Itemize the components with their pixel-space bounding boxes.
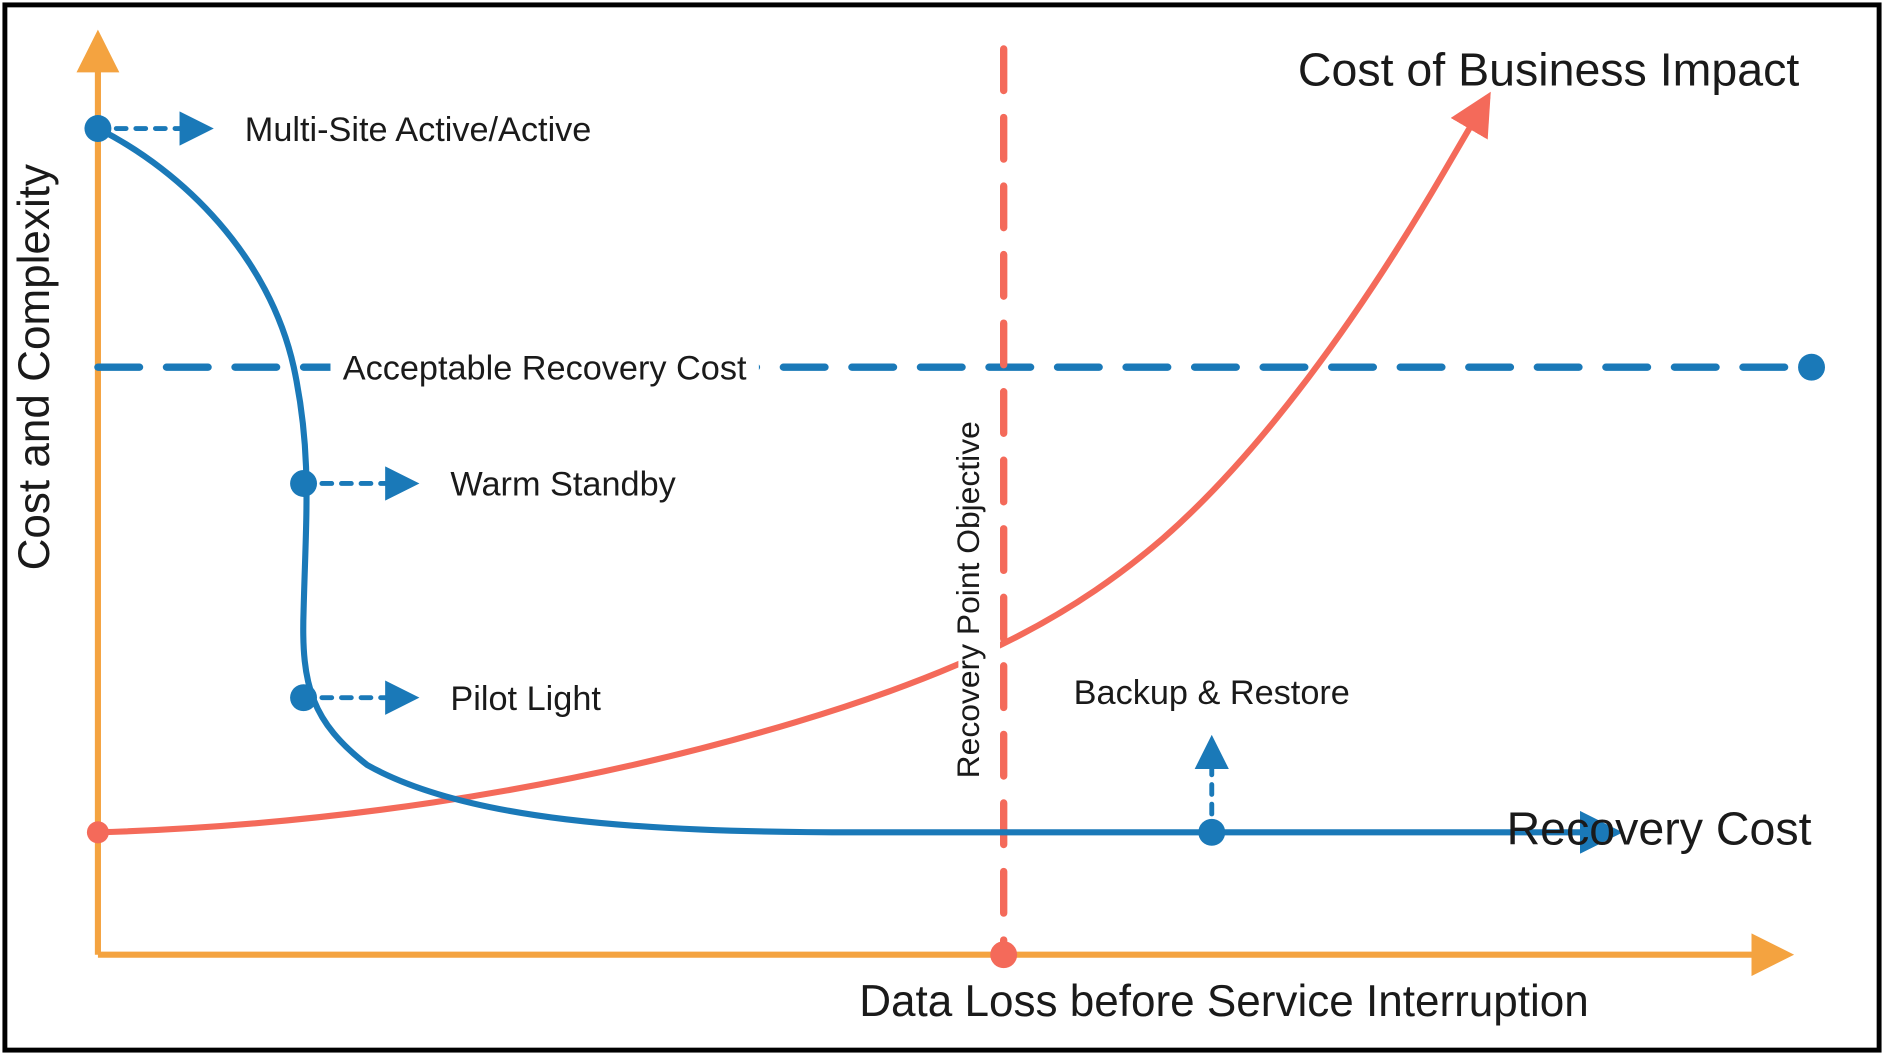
business-impact-origin-dot [87,821,109,843]
callout-label-multisite: Multi-Site Active/Active [245,111,592,149]
callout-label-backuprestore: Backup & Restore [1074,674,1350,712]
callout-dot-warmstandby [290,470,317,497]
rpo-end-dot [990,941,1017,968]
callout-dot-backuprestore [1198,819,1225,846]
y-axis-label: Cost and Complexity [10,164,59,570]
chart-container: Data Loss before Service Interruption Cos… [0,0,1884,1055]
chart-panel: Data Loss before Service Interruption Cos… [0,0,1884,1055]
chart-svg: Data Loss before Service Interruption Cos… [0,0,1884,1055]
callout-dot-multisite [84,115,111,142]
acceptable-cost-label: Acceptable Recovery Cost [343,349,747,387]
callout-label-warmstandby: Warm Standby [450,466,676,504]
business-impact-label: Cost of Business Impact [1298,44,1799,96]
recovery-cost-label: Recovery Cost [1507,803,1812,855]
x-axis-label: Data Loss before Service Interruption [859,977,1589,1026]
panel-border [5,5,1879,1050]
rpo-label: Recovery Point Objective [950,421,986,778]
acceptable-cost-end-dot [1798,354,1825,381]
callout-dot-pilotlight [290,684,317,711]
callout-label-pilotlight: Pilot Light [450,680,601,718]
